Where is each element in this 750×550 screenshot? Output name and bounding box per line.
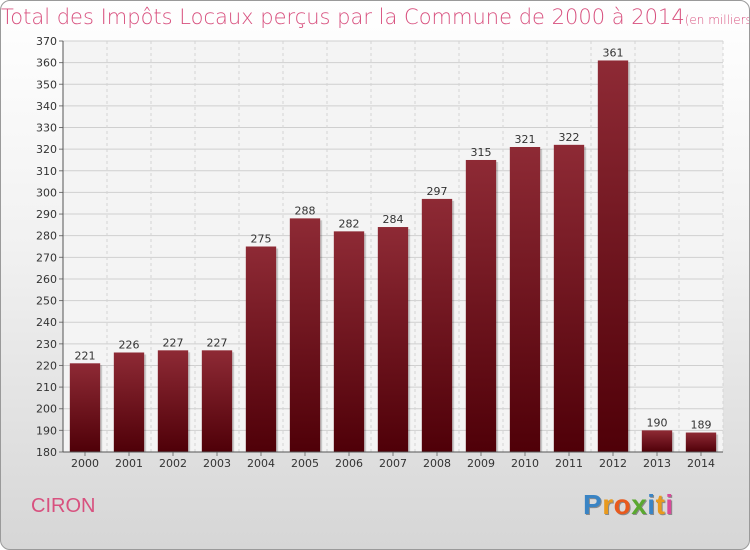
bar [641,430,673,452]
y-tick-label: 200 [36,403,57,416]
value-label: 190 [647,416,668,429]
value-label: 227 [163,336,184,349]
y-tick-label: 230 [36,338,57,351]
y-tick-label: 250 [36,295,57,308]
bar [377,227,409,452]
bar [333,231,365,452]
value-label: 282 [339,217,360,230]
y-tick-label: 210 [36,381,57,394]
y-tick-label: 350 [36,78,57,91]
value-label: 226 [119,338,140,351]
bar [157,350,189,452]
proxiti-logo: Proxiti [583,489,674,521]
x-tick-label: 2000 [71,457,99,470]
chart-title: Total des Impôts Locaux perçus par la Co… [1,5,750,29]
value-label: 227 [207,336,228,349]
y-tick-label: 310 [36,165,57,178]
x-tick-label: 2005 [291,457,319,470]
commune-name: CIRON [31,495,96,517]
bar [685,432,717,452]
logo-letter: r [602,489,614,520]
value-label: 275 [251,233,272,246]
y-tick-label: 290 [36,208,57,221]
y-tick-label: 220 [36,359,57,372]
value-label: 221 [75,349,96,362]
y-tick-label: 330 [36,122,57,135]
x-tick-label: 2004 [247,457,275,470]
y-tick-label: 190 [36,424,57,437]
bar [69,363,101,452]
y-tick-label: 270 [36,251,57,264]
y-tick-label: 320 [36,143,57,156]
logo-letter: i [647,489,656,520]
bar [597,60,629,453]
logo-letter: i [665,489,674,520]
value-label: 321 [515,133,536,146]
logo-letter: P [583,489,603,520]
bar [201,350,233,452]
x-tick-label: 2003 [203,457,231,470]
bar [465,159,497,452]
y-tick-label: 180 [36,446,57,459]
x-tick-label: 2012 [599,457,627,470]
chart-title-unit: (en milliers d'€) [684,13,750,27]
value-label: 288 [295,204,316,217]
y-tick-label: 280 [36,230,57,243]
bar [289,218,321,452]
x-tick-label: 2007 [379,457,407,470]
x-tick-label: 2013 [643,457,671,470]
y-tick-label: 360 [36,57,57,70]
y-tick-label: 260 [36,273,57,286]
logo-letter: o [613,489,632,520]
x-tick-label: 2010 [511,457,539,470]
x-tick-label: 2006 [335,457,363,470]
bar [509,146,541,452]
x-tick-label: 2014 [687,457,715,470]
bar [113,352,145,452]
value-label: 361 [603,46,624,59]
x-tick-label: 2001 [115,457,143,470]
x-tick-label: 2008 [423,457,451,470]
value-label: 322 [559,131,580,144]
x-tick-label: 2002 [159,457,187,470]
y-tick-label: 340 [36,100,57,113]
bar [421,198,453,452]
bar [553,144,585,452]
x-tick-label: 2009 [467,457,495,470]
y-tick-label: 300 [36,186,57,199]
y-tick-label: 240 [36,316,57,329]
value-label: 315 [471,146,492,159]
chart-title-main: Total des Impôts Locaux perçus par la Co… [1,5,685,29]
value-label: 189 [691,419,712,432]
value-label: 297 [427,185,448,198]
x-tick-label: 2011 [555,457,583,470]
logo-letter: t [655,489,666,520]
bar [245,246,277,452]
value-label: 284 [383,213,404,226]
logo-letter: x [631,489,648,520]
y-tick-label: 370 [36,35,57,48]
